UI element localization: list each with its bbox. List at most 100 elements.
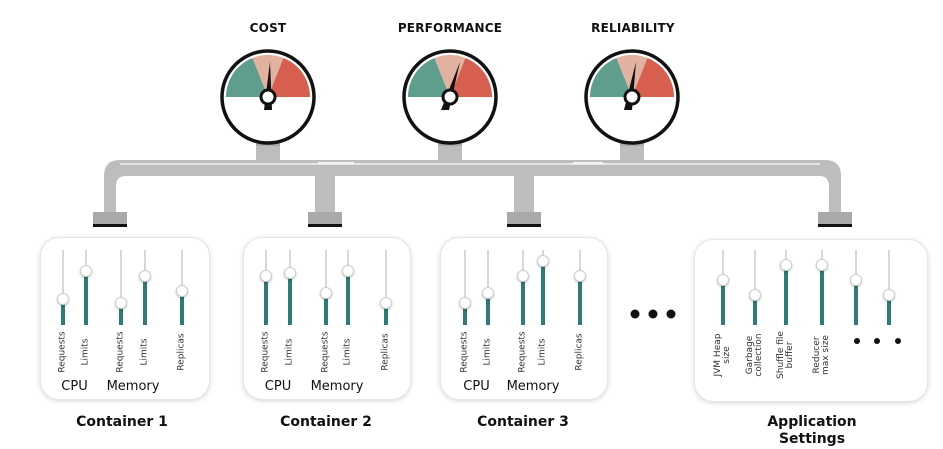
container-2-slider-1-label: Requests xyxy=(260,331,271,373)
container-3-caption: Container 3 xyxy=(477,414,569,430)
slider-handle[interactable] xyxy=(816,259,828,271)
slider-handle[interactable] xyxy=(883,289,895,301)
pipe-flange xyxy=(818,212,852,224)
gauge-title-reliability: RELIABILITY xyxy=(591,21,675,35)
gauge-zone-peach xyxy=(434,54,466,97)
gauge-stem xyxy=(438,142,462,162)
gauge-title-performance: PERFORMANCE xyxy=(397,21,503,35)
pipe-flange xyxy=(507,212,541,224)
slider-fill xyxy=(84,271,88,325)
app-settings-caption: Application Settings xyxy=(767,414,856,448)
gauge-cost xyxy=(220,49,316,145)
container-2-cpu-label: CPU xyxy=(264,379,292,394)
slider-handle[interactable] xyxy=(320,286,332,299)
slider-handle[interactable] xyxy=(284,266,296,279)
pipe-flange-edge xyxy=(308,224,342,227)
container-1-slider-1[interactable] xyxy=(57,250,69,325)
gauge-hub xyxy=(259,88,277,106)
pipe-flange xyxy=(308,212,342,224)
container-3-slider-2-label: Limits xyxy=(482,338,493,366)
app-settings-more-dot xyxy=(854,338,860,344)
slider-fill xyxy=(61,298,65,325)
container-2-slider-1[interactable] xyxy=(260,250,272,325)
slider-handle[interactable] xyxy=(80,265,92,277)
container-3-slider-1[interactable] xyxy=(459,250,471,325)
container-3-slider-1-label: Requests xyxy=(459,331,470,373)
container-3-slider-2[interactable] xyxy=(482,250,494,325)
app-setting-slider-2[interactable] xyxy=(749,250,761,325)
slider-fill xyxy=(180,291,184,325)
gauge-title-cost: COST xyxy=(249,21,287,35)
slider-handle[interactable] xyxy=(57,292,69,305)
slider-handle[interactable] xyxy=(749,289,761,301)
pipe-drop xyxy=(315,176,335,212)
slider-handle[interactable] xyxy=(517,270,529,283)
container-2-slider-3[interactable] xyxy=(320,250,332,325)
app-setting-slider-5[interactable] xyxy=(850,250,862,325)
slider-handle[interactable] xyxy=(115,296,127,309)
gauge-zone-green xyxy=(590,57,632,97)
container-2-slider-2-label: Limits xyxy=(284,338,295,366)
pipe-flange-edge xyxy=(507,224,541,227)
container-1-slider-5-label: Replicas xyxy=(176,333,187,371)
slider-handle[interactable] xyxy=(537,255,549,268)
slider-handle[interactable] xyxy=(780,259,792,271)
slider-fill xyxy=(753,295,757,325)
gauge-stem xyxy=(620,142,644,162)
container-1-slider-3[interactable] xyxy=(115,250,127,325)
app-setting-slider-6[interactable] xyxy=(883,250,895,325)
app-setting-slider-3[interactable] xyxy=(780,250,792,325)
container-1-slider-4[interactable] xyxy=(139,250,151,325)
slider-fill xyxy=(887,295,891,325)
container-3-slider-5-label: Replicas xyxy=(574,333,585,371)
container-3-slider-5[interactable] xyxy=(574,250,586,325)
slider-handle[interactable] xyxy=(139,270,151,283)
slider-fill xyxy=(578,276,582,325)
container-2-slider-2[interactable] xyxy=(284,250,296,325)
pipe-highlight xyxy=(573,162,603,164)
container-2-slider-4[interactable] xyxy=(342,250,354,325)
slider-handle[interactable] xyxy=(342,265,354,277)
slider-fill xyxy=(854,280,858,325)
slider-handle[interactable] xyxy=(482,286,494,299)
container-2-caption: Container 2 xyxy=(280,414,372,430)
gauge-zone-peach xyxy=(616,55,648,97)
container-1-slider-5[interactable] xyxy=(176,250,188,325)
pipe-drop xyxy=(514,176,534,212)
pipe-highlight xyxy=(318,162,354,164)
slider-handle[interactable] xyxy=(574,270,586,283)
slider-track xyxy=(464,250,466,325)
slider-handle[interactable] xyxy=(717,274,729,286)
slider-fill xyxy=(324,292,328,325)
container-3-slider-4[interactable] xyxy=(537,250,549,325)
slider-fill xyxy=(721,280,725,325)
slider-handle[interactable] xyxy=(850,274,862,286)
container-3-slider-3[interactable] xyxy=(517,250,529,325)
more-containers-ellipsis xyxy=(630,309,676,319)
app-setting-slider-2-label: Garbage collection xyxy=(745,333,764,377)
container-1-slider-2[interactable] xyxy=(80,250,92,325)
gauge-zone-peach xyxy=(252,54,284,97)
gauge-zone-red xyxy=(450,57,492,97)
pipe-highlight xyxy=(120,163,820,165)
gauge-stem xyxy=(256,142,280,162)
slider-track xyxy=(385,250,387,325)
pipe-network xyxy=(93,142,852,227)
slider-fill xyxy=(288,272,292,325)
gauge-hub xyxy=(441,88,459,106)
container-2-slider-5[interactable] xyxy=(380,250,392,325)
app-setting-slider-4-label: Reducer max size xyxy=(812,335,831,375)
app-setting-slider-4[interactable] xyxy=(816,250,828,325)
slider-handle[interactable] xyxy=(380,296,392,309)
slider-handle[interactable] xyxy=(260,270,272,283)
slider-fill xyxy=(820,265,824,325)
slider-handle[interactable] xyxy=(459,296,471,309)
slider-handle[interactable] xyxy=(176,285,188,298)
app-setting-slider-1[interactable] xyxy=(717,250,729,325)
slider-fill xyxy=(346,271,350,325)
gauge-performance xyxy=(402,49,498,145)
container-1-slider-2-label: Limits xyxy=(80,338,91,366)
app-settings-more-dot xyxy=(874,338,880,344)
pipe-flange-edge xyxy=(818,224,852,227)
